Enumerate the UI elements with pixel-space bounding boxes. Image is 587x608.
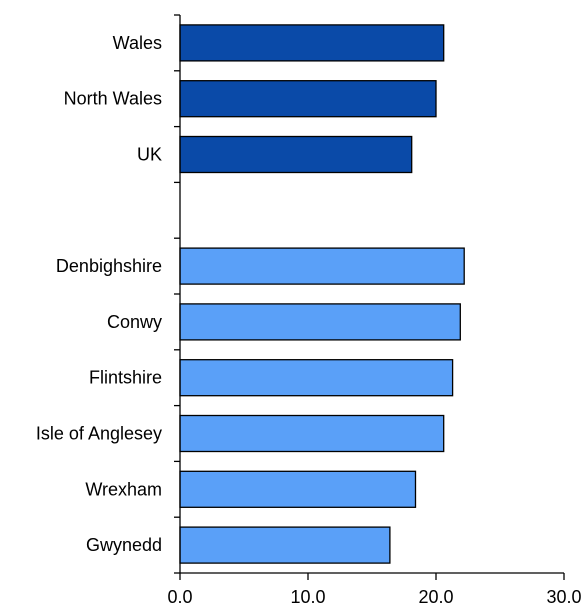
category-label-denbighshire: Denbighshire (56, 256, 162, 276)
category-label-north-wales: North Wales (64, 89, 162, 109)
bars-group (179, 24, 465, 564)
bar-wales (179, 24, 445, 62)
category-label-wrexham: Wrexham (85, 479, 162, 499)
bar-isle-of-anglesey (179, 414, 445, 453)
category-label-isle-of-anglesey: Isle of Anglesey (36, 424, 162, 444)
category-label-wales: Wales (113, 33, 162, 53)
x-tick-label: 30.0 (546, 587, 581, 607)
category-label-flintshire: Flintshire (89, 368, 162, 388)
x-tick-label: 0.0 (167, 587, 192, 607)
category-labels: Wales North Wales UK Denbighshire Conwy Flint… (36, 33, 162, 555)
bar-wrexham (179, 470, 417, 508)
x-axis-tick-labels: 0.0 10.0 20.0 30.0 (167, 587, 581, 607)
bar-denbighshire (179, 247, 465, 285)
y-axis-ticks (174, 14, 180, 574)
bar-gwynedd (179, 526, 391, 564)
bar-north-wales (179, 80, 437, 118)
bar-flintshire (179, 359, 454, 397)
x-axis-ticks (179, 573, 565, 580)
x-tick-label: 10.0 (290, 587, 325, 607)
x-tick-label: 20.0 (418, 587, 453, 607)
bar-conwy (179, 303, 461, 341)
bar-uk (179, 135, 413, 174)
category-label-gwynedd: Gwynedd (86, 535, 162, 555)
category-label-conwy: Conwy (107, 312, 162, 332)
category-label-uk: UK (137, 145, 162, 165)
